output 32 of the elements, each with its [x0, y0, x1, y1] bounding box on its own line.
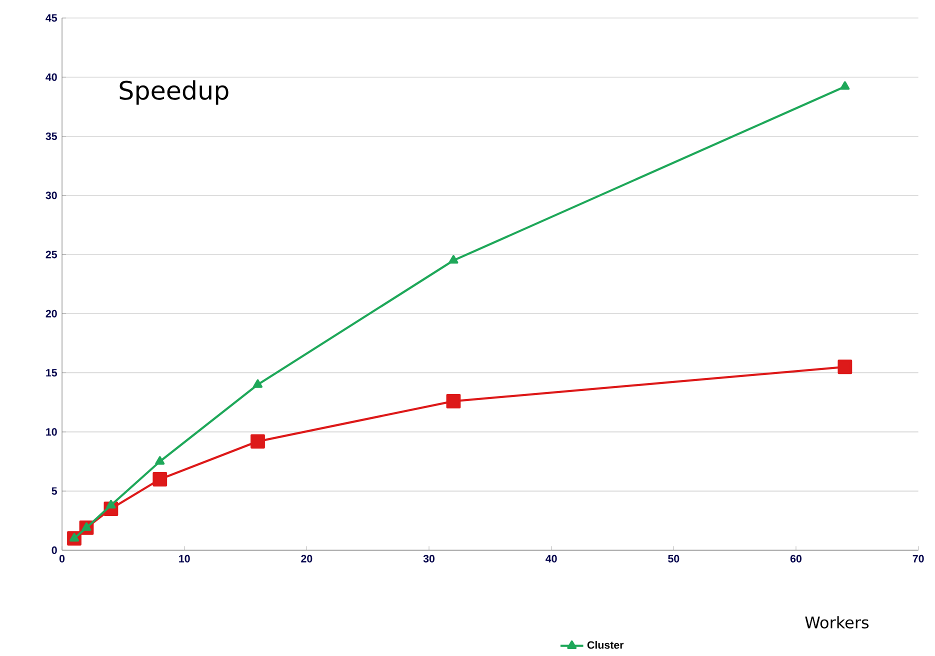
text: Speedup — [120, 80, 228, 105]
x-tick-label: 60 — [790, 554, 802, 562]
y-tick-label: 15 — [46, 369, 57, 377]
x-tick-label: 40 — [546, 554, 557, 562]
y-tick-label: 20 — [46, 310, 57, 318]
legend-label: Cluster — [587, 640, 624, 649]
point — [152, 472, 168, 486]
point — [252, 379, 263, 388]
point — [446, 394, 461, 408]
point — [840, 81, 850, 90]
point — [106, 500, 116, 508]
x-tick-label: 70 — [912, 554, 924, 562]
x-tick-label: 20 — [301, 554, 312, 562]
x-tick-label: 30 — [423, 554, 435, 562]
point — [448, 255, 458, 264]
y-tick-label: 0 — [52, 546, 57, 554]
y-tick-label: 5 — [52, 487, 58, 495]
y-tick-label: 30 — [46, 192, 57, 200]
x-tick-label: 50 — [668, 554, 680, 562]
y-tick-label: 35 — [46, 132, 57, 140]
y-tick-label: 45 — [46, 14, 57, 22]
x-axis-title: Workers — [805, 616, 869, 629]
point — [250, 434, 265, 449]
point — [155, 456, 165, 465]
x-tick-label: 0 — [59, 554, 65, 562]
y-tick-label: 25 — [46, 250, 57, 258]
x-tick-label: 10 — [179, 554, 190, 562]
point — [82, 522, 92, 531]
y-tick-label: 40 — [46, 73, 57, 81]
point — [69, 533, 80, 542]
point — [838, 360, 852, 374]
y-tick-label: 10 — [46, 428, 57, 436]
